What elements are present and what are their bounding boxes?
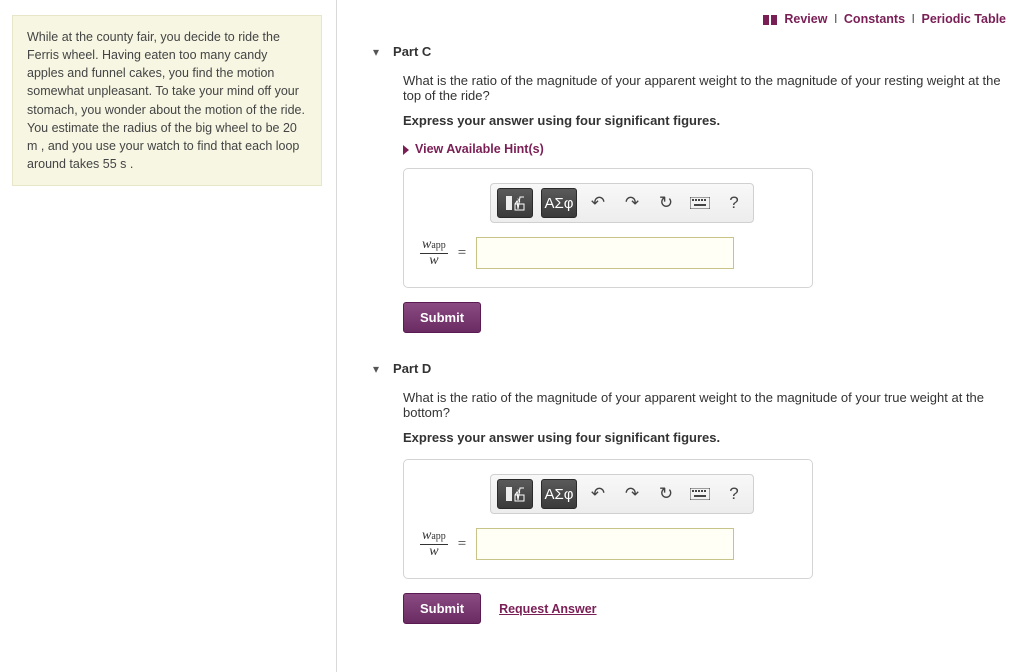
part-c-title: Part C	[393, 44, 431, 59]
part-d-header[interactable]: ▾ Part D	[373, 361, 1006, 376]
help-button[interactable]: ?	[721, 481, 747, 507]
page-container: While at the county fair, you decide to …	[0, 0, 1024, 672]
right-column: Review I Constants I Periodic Table ▾ Pa…	[343, 0, 1024, 672]
part-d-body: What is the ratio of the magnitude of yo…	[403, 390, 1006, 624]
redo-button[interactable]: ↷	[619, 481, 645, 507]
equals-sign: =	[458, 245, 466, 262]
part-d-answer-panel: x ΑΣφ ↶ ↷ ↻ ? wapp w =	[403, 459, 813, 579]
template-tool-button[interactable]: x	[497, 188, 533, 218]
part-d-title: Part D	[393, 361, 431, 376]
part-d-instruction: Express your answer using four significa…	[403, 430, 1006, 445]
ratio-label: wapp w	[420, 238, 448, 268]
part-c-body: What is the ratio of the magnitude of yo…	[403, 73, 1006, 333]
greek-tool-button[interactable]: ΑΣφ	[541, 188, 577, 218]
part-c-answer-panel: x ΑΣφ ↶ ↷ ↻ ? wapp w =	[403, 168, 813, 288]
part-c-instruction: Express your answer using four significa…	[403, 113, 1006, 128]
ratio-label: wapp w	[420, 529, 448, 559]
equals-sign: =	[458, 536, 466, 553]
answer-toolbar: x ΑΣφ ↶ ↷ ↻ ?	[490, 183, 754, 223]
request-answer-link[interactable]: Request Answer	[499, 602, 596, 616]
part-d-submit-button[interactable]: Submit	[403, 593, 481, 624]
vertical-divider	[336, 0, 337, 672]
problem-statement: While at the county fair, you decide to …	[12, 15, 322, 186]
template-tool-button[interactable]: x	[497, 479, 533, 509]
greek-tool-button[interactable]: ΑΣφ	[541, 479, 577, 509]
top-links: Review I Constants I Periodic Table	[361, 8, 1006, 40]
part-c-submit-row: Submit	[403, 302, 1006, 333]
part-d-submit-row: Submit Request Answer	[403, 593, 1006, 624]
constants-link[interactable]: Constants	[844, 12, 905, 26]
part-d-answer-input[interactable]	[476, 528, 734, 560]
part-c-header[interactable]: ▾ Part C	[373, 44, 1006, 59]
caret-down-icon: ▾	[373, 45, 379, 59]
view-hints-link[interactable]: View Available Hint(s)	[403, 142, 1006, 156]
keyboard-icon[interactable]	[687, 481, 713, 507]
reset-button[interactable]: ↻	[653, 481, 679, 507]
keyboard-icon[interactable]	[687, 190, 713, 216]
part-c-question: What is the ratio of the magnitude of yo…	[403, 73, 1006, 103]
periodic-table-link[interactable]: Periodic Table	[921, 12, 1006, 26]
caret-right-icon	[403, 145, 409, 155]
part-d-answer-row: wapp w =	[420, 528, 796, 560]
part-c-answer-input[interactable]	[476, 237, 734, 269]
review-link[interactable]: Review	[784, 12, 827, 26]
left-column: While at the county fair, you decide to …	[0, 0, 330, 672]
book-icon	[763, 14, 777, 24]
part-c-submit-button[interactable]: Submit	[403, 302, 481, 333]
reset-button[interactable]: ↻	[653, 190, 679, 216]
undo-button[interactable]: ↶	[585, 190, 611, 216]
answer-toolbar: x ΑΣφ ↶ ↷ ↻ ?	[490, 474, 754, 514]
redo-button[interactable]: ↷	[619, 190, 645, 216]
undo-button[interactable]: ↶	[585, 481, 611, 507]
caret-down-icon: ▾	[373, 362, 379, 376]
part-c-answer-row: wapp w =	[420, 237, 796, 269]
help-button[interactable]: ?	[721, 190, 747, 216]
hints-label: View Available Hint(s)	[415, 142, 544, 156]
part-d-question: What is the ratio of the magnitude of yo…	[403, 390, 1006, 420]
